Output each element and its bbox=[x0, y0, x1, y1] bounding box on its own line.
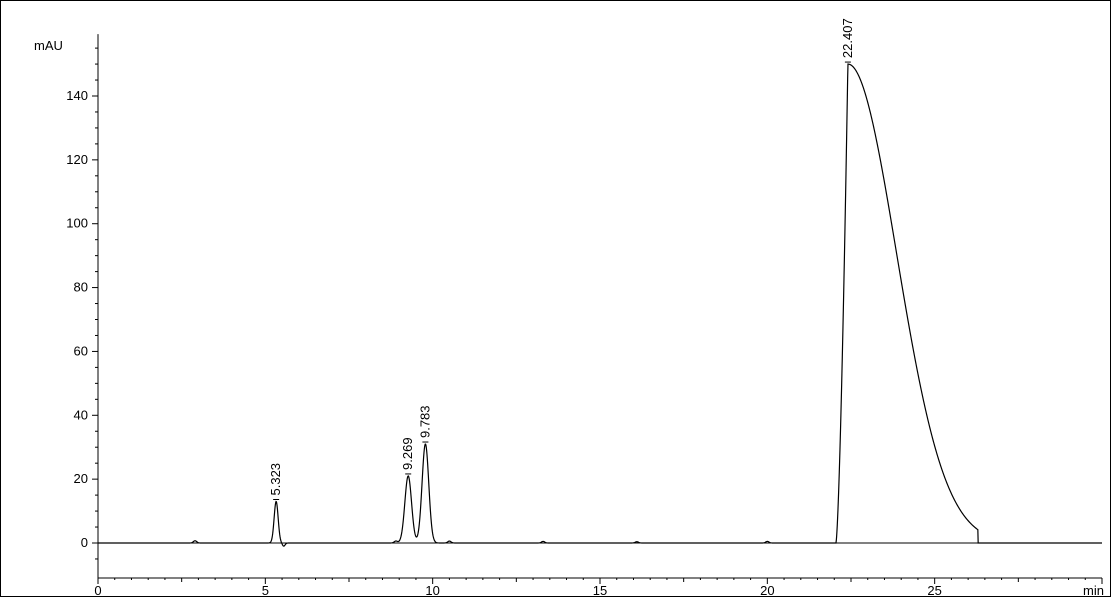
peak-label: 5.323 bbox=[268, 463, 283, 496]
peak-label: 22.407 bbox=[840, 18, 855, 58]
x-tick-label: 0 bbox=[94, 583, 101, 598]
x-tick-label: 25 bbox=[927, 583, 941, 598]
y-tick-label: 100 bbox=[66, 216, 88, 231]
y-tick-label: 120 bbox=[66, 152, 88, 167]
y-tick-label: 20 bbox=[74, 471, 88, 486]
peak-label: 9.783 bbox=[417, 405, 432, 438]
ticks-layer: 0 20 40 60 80 100 120 140 0 5 10 15 20 25 bbox=[66, 47, 1103, 598]
x-tick-label: 10 bbox=[425, 583, 439, 598]
peak-label: 9.269 bbox=[400, 437, 415, 470]
x-tick-label: 5 bbox=[262, 583, 269, 598]
y-tick-label: 80 bbox=[74, 280, 88, 295]
x-tick-label: 20 bbox=[760, 583, 774, 598]
chromatogram-trace bbox=[98, 63, 1102, 547]
y-tick-label: 140 bbox=[66, 88, 88, 103]
trace-layer bbox=[98, 63, 1102, 547]
x-tick-label: 15 bbox=[593, 583, 607, 598]
y-tick-label: 60 bbox=[74, 343, 88, 358]
y-axis-unit-label: mAU bbox=[34, 38, 63, 53]
y-tick-label: 0 bbox=[81, 535, 88, 550]
x-axis-unit-label: min bbox=[1083, 583, 1104, 598]
axes-layer bbox=[97, 34, 1102, 579]
y-tick-label: 40 bbox=[74, 407, 88, 422]
